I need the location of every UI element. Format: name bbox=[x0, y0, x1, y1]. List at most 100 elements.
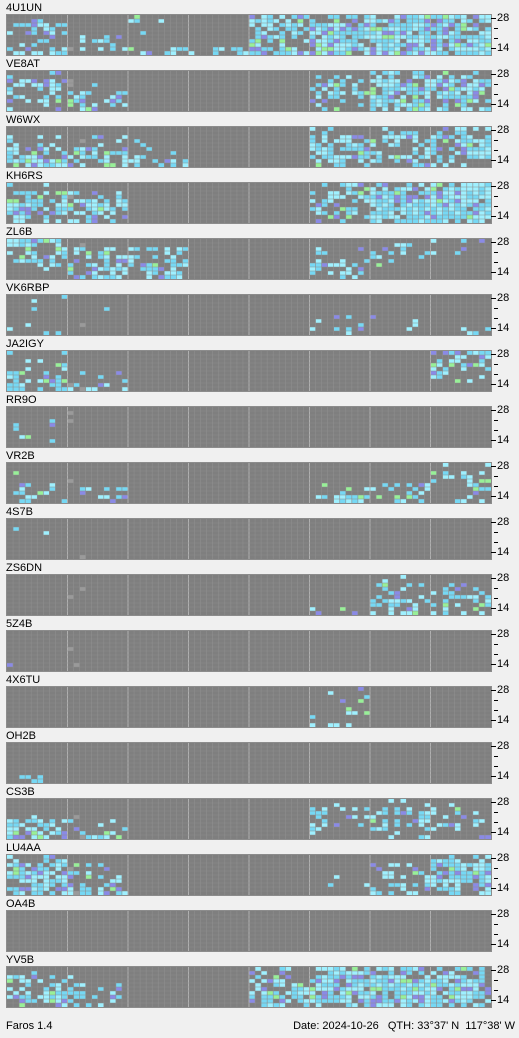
signal-cell bbox=[400, 1003, 407, 1007]
signal-cell bbox=[303, 991, 310, 995]
signal-cell bbox=[49, 143, 56, 147]
signal-cell bbox=[363, 151, 370, 155]
signal-cell bbox=[13, 151, 20, 155]
signal-cell bbox=[321, 39, 328, 43]
signal-cell bbox=[140, 263, 147, 267]
propagation-grid[interactable] bbox=[6, 966, 492, 1008]
signal-cell bbox=[424, 27, 431, 31]
propagation-grid[interactable] bbox=[6, 350, 492, 392]
signal-cell bbox=[339, 91, 346, 95]
signal-cell bbox=[394, 103, 401, 107]
signal-cell bbox=[182, 247, 189, 251]
signal-cell bbox=[442, 27, 449, 31]
axis-tick bbox=[491, 944, 496, 945]
propagation-grid[interactable] bbox=[6, 518, 492, 560]
propagation-grid[interactable] bbox=[6, 854, 492, 896]
signal-cell bbox=[382, 47, 389, 51]
signal-cell bbox=[412, 207, 419, 211]
signal-cell bbox=[49, 439, 56, 443]
signal-cell bbox=[442, 859, 449, 863]
signal-cell bbox=[370, 107, 377, 111]
signal-cell bbox=[55, 331, 62, 335]
signal-cell bbox=[412, 607, 419, 611]
signal-cell bbox=[31, 779, 38, 783]
propagation-grid[interactable] bbox=[6, 910, 492, 952]
signal-cell bbox=[400, 187, 407, 191]
signal-cell bbox=[43, 835, 50, 839]
signal-cell bbox=[388, 979, 395, 983]
signal-cell bbox=[484, 151, 491, 155]
signal-cell bbox=[279, 999, 286, 1003]
signal-cell bbox=[424, 815, 431, 819]
signal-cell bbox=[484, 463, 491, 467]
signal-cell bbox=[454, 23, 461, 27]
signal-cell bbox=[327, 143, 334, 147]
signal-cell bbox=[333, 215, 340, 219]
propagation-grid[interactable] bbox=[6, 70, 492, 112]
signal-cell bbox=[67, 191, 74, 195]
signal-cell bbox=[140, 155, 147, 159]
propagation-grid[interactable] bbox=[6, 182, 492, 224]
signal-cell bbox=[406, 131, 413, 135]
signal-cell bbox=[79, 147, 86, 151]
signal-cell bbox=[376, 595, 383, 599]
propagation-grid[interactable] bbox=[6, 574, 492, 616]
propagation-grid[interactable] bbox=[6, 406, 492, 448]
signal-cell bbox=[394, 995, 401, 999]
signal-cell bbox=[321, 23, 328, 27]
propagation-grid[interactable] bbox=[6, 630, 492, 672]
signal-cell bbox=[140, 51, 147, 55]
signal-cell bbox=[478, 211, 485, 215]
signal-cell bbox=[400, 251, 407, 255]
propagation-grid[interactable] bbox=[6, 294, 492, 336]
signal-cell bbox=[442, 219, 449, 223]
propagation-grid[interactable] bbox=[6, 14, 492, 56]
signal-cell bbox=[43, 95, 50, 99]
signal-cell bbox=[430, 995, 437, 999]
signal-cell bbox=[454, 99, 461, 103]
band-label-top: 28 bbox=[497, 124, 510, 136]
signal-cell bbox=[412, 87, 419, 91]
signal-cell bbox=[37, 87, 44, 91]
signal-cell bbox=[97, 383, 104, 387]
propagation-grid[interactable] bbox=[6, 462, 492, 504]
signal-cell bbox=[115, 203, 122, 207]
signal-cell bbox=[454, 979, 461, 983]
propagation-grid[interactable] bbox=[6, 686, 492, 728]
signal-cell bbox=[333, 163, 340, 167]
signal-cell bbox=[406, 107, 413, 111]
signal-cell bbox=[303, 999, 310, 1003]
signal-cell bbox=[448, 987, 455, 991]
signal-cell bbox=[424, 487, 431, 491]
signal-cell bbox=[406, 491, 413, 495]
signal-cell bbox=[412, 199, 419, 203]
signal-cell bbox=[406, 211, 413, 215]
signal-cell bbox=[466, 871, 473, 875]
signal-cell bbox=[19, 487, 26, 491]
propagation-grid[interactable] bbox=[6, 742, 492, 784]
signal-cell bbox=[351, 711, 358, 715]
signal-cell bbox=[19, 879, 26, 883]
signal-cell bbox=[472, 211, 479, 215]
signal-cell bbox=[327, 723, 334, 727]
signal-cell bbox=[382, 19, 389, 23]
signal-cell bbox=[49, 419, 56, 423]
signal-cell bbox=[382, 127, 389, 131]
signal-cell bbox=[478, 239, 485, 243]
signal-cell bbox=[472, 215, 479, 219]
signal-cell bbox=[121, 135, 128, 139]
signal-cell bbox=[327, 15, 334, 19]
signal-cell bbox=[412, 187, 419, 191]
signal-cell bbox=[357, 155, 364, 159]
axis-dash bbox=[494, 308, 498, 309]
signal-cell bbox=[430, 39, 437, 43]
propagation-grid[interactable] bbox=[6, 126, 492, 168]
signal-cell bbox=[115, 267, 122, 271]
propagation-grid[interactable] bbox=[6, 798, 492, 840]
signal-cell bbox=[382, 79, 389, 83]
propagation-grid[interactable] bbox=[6, 238, 492, 280]
signal-cell bbox=[442, 599, 449, 603]
signal-cell bbox=[31, 163, 38, 167]
signal-cell bbox=[267, 999, 274, 1003]
signal-cell bbox=[25, 251, 32, 255]
